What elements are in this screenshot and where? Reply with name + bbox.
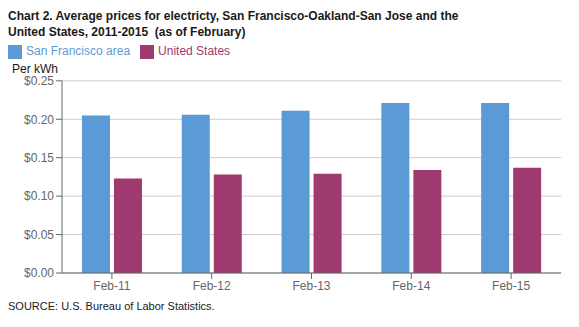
svg-text:$0.05: $0.05 bbox=[24, 228, 54, 242]
svg-text:$0.20: $0.20 bbox=[24, 113, 54, 127]
svg-text:$0.25: $0.25 bbox=[24, 74, 54, 88]
svg-text:Feb-12: Feb-12 bbox=[193, 279, 231, 293]
svg-text:Feb-14: Feb-14 bbox=[392, 279, 430, 293]
svg-text:Per kWh: Per kWh bbox=[12, 62, 58, 76]
svg-text:Feb-11: Feb-11 bbox=[93, 279, 130, 293]
html-text:United States: United States bbox=[158, 44, 231, 58]
svg-text:Feb-15: Feb-15 bbox=[492, 279, 530, 293]
svg-text:$0.10: $0.10 bbox=[24, 189, 54, 203]
html-text:Chart 2. Average prices for el: Chart 2. Average prices for electricty, … bbox=[8, 9, 459, 23]
svg-text:Feb-13: Feb-13 bbox=[292, 279, 330, 293]
html-text:SOURCE: U.S. Bureau of Labor S: SOURCE: U.S. Bureau of Labor Statistics. bbox=[8, 300, 215, 312]
html-text:San Francisco area: San Francisco area bbox=[26, 44, 131, 58]
html-text:United States, 2011-2015 (as o: United States, 2011-2015 (as of February… bbox=[8, 25, 246, 39]
svg-text:$0.15: $0.15 bbox=[24, 151, 54, 165]
svg-text:$0.00: $0.00 bbox=[24, 266, 54, 280]
